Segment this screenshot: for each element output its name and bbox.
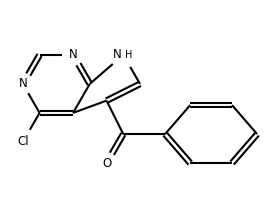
Text: N: N <box>69 48 78 61</box>
Text: N: N <box>113 48 122 61</box>
Text: H: H <box>125 50 132 60</box>
Text: Cl: Cl <box>17 135 29 148</box>
Text: O: O <box>102 157 111 170</box>
Text: N: N <box>18 77 27 90</box>
